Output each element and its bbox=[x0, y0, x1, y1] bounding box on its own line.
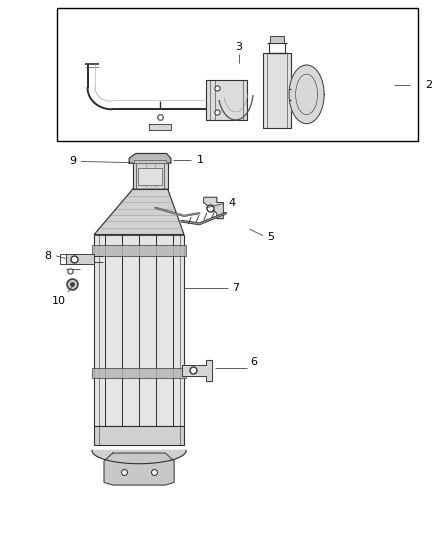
Bar bbox=[92, 245, 186, 256]
Bar bbox=[66, 254, 94, 264]
Polygon shape bbox=[129, 154, 171, 163]
Bar bbox=[138, 168, 162, 185]
Bar bbox=[92, 368, 186, 378]
Text: 5: 5 bbox=[267, 232, 274, 242]
Text: 8: 8 bbox=[45, 251, 52, 261]
Bar bbox=[94, 426, 184, 445]
Polygon shape bbox=[134, 160, 166, 163]
Text: 2: 2 bbox=[425, 80, 432, 90]
Polygon shape bbox=[204, 197, 223, 219]
Bar bbox=[206, 80, 247, 120]
Text: 4: 4 bbox=[229, 198, 236, 207]
Polygon shape bbox=[289, 65, 324, 124]
Polygon shape bbox=[149, 124, 171, 130]
Text: 1: 1 bbox=[197, 155, 204, 165]
Bar bbox=[94, 235, 184, 426]
Polygon shape bbox=[94, 189, 184, 235]
Bar bbox=[263, 53, 291, 128]
Text: 3: 3 bbox=[235, 42, 242, 52]
Polygon shape bbox=[92, 450, 186, 464]
Bar bbox=[133, 163, 168, 189]
Bar bbox=[270, 36, 283, 43]
Text: 10: 10 bbox=[52, 296, 66, 306]
Polygon shape bbox=[182, 360, 212, 381]
Text: 9: 9 bbox=[70, 157, 77, 166]
Bar bbox=[57, 8, 418, 141]
Text: 6: 6 bbox=[251, 358, 258, 367]
Text: 7: 7 bbox=[232, 283, 239, 293]
Polygon shape bbox=[104, 453, 174, 485]
